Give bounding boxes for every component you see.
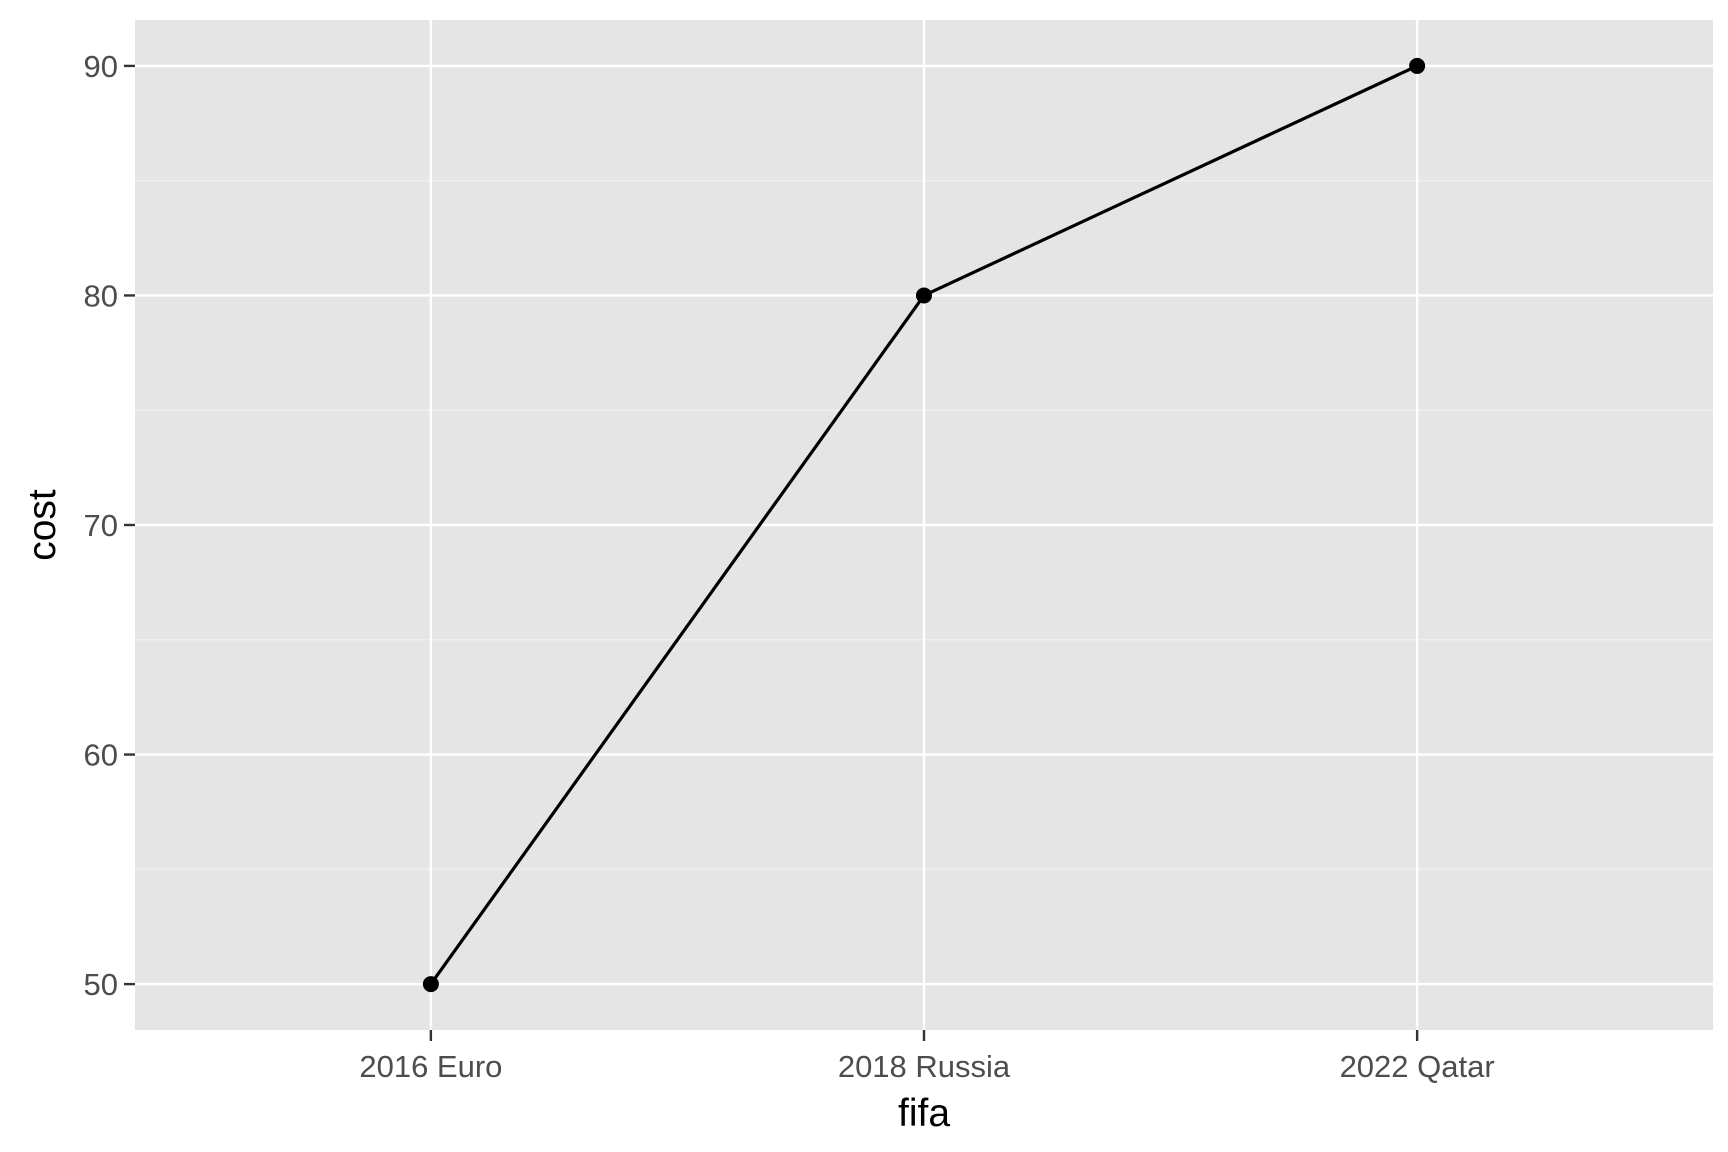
data-point <box>1409 57 1426 74</box>
x-axis-title: fifa <box>898 1092 950 1135</box>
x-tick-label: 2022 Qatar <box>1340 1049 1495 1084</box>
y-axis: 50 60 70 80 90 <box>84 49 135 1002</box>
x-tick-label: 2016 Euro <box>359 1049 502 1084</box>
x-tick-label: 2018 Russia <box>838 1049 1011 1084</box>
y-tick-label: 60 <box>84 738 118 773</box>
y-tick-label: 70 <box>84 508 118 543</box>
y-axis-title: cost <box>21 489 64 561</box>
y-tick-label: 90 <box>84 49 118 84</box>
data-point <box>916 287 932 304</box>
series-layer <box>422 57 1426 993</box>
major-gridlines <box>135 20 1713 1030</box>
data-point <box>422 976 439 993</box>
y-tick-label: 80 <box>84 278 118 313</box>
x-axis: 2016 Euro 2018 Russia 2022 Qatar <box>359 1030 1495 1084</box>
y-tick-label: 50 <box>84 967 118 1002</box>
